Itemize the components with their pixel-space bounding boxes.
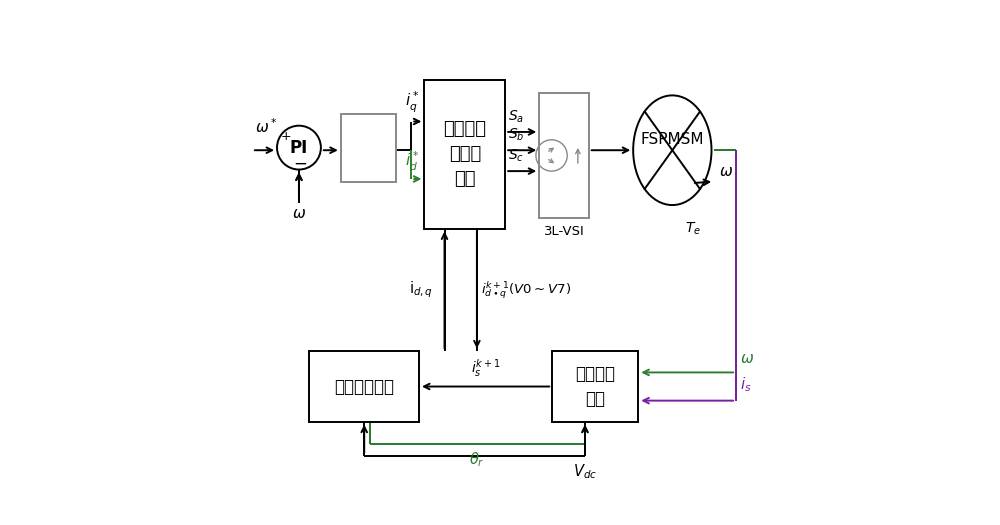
Bar [309, 351, 419, 422]
Text: $\omega$: $\omega$ [292, 206, 306, 221]
Text: $V_{dc}$: $V_{dc}$ [573, 462, 597, 481]
Text: $i_{d\bullet q}^{k+1}(V0\sim V7)$: $i_{d\bullet q}^{k+1}(V0\sim V7)$ [481, 279, 571, 301]
Text: +: + [280, 130, 291, 143]
Text: 坐标变换模块: 坐标变换模块 [334, 377, 394, 395]
Text: PI: PI [290, 139, 308, 156]
Bar [341, 114, 396, 182]
Text: FSPMSM: FSPMSM [641, 132, 704, 148]
Bar [552, 351, 638, 422]
Text: $S_c$: $S_c$ [508, 148, 524, 164]
Text: $i_s^{k+1}$: $i_s^{k+1}$ [471, 358, 501, 379]
Text: $S_b$: $S_b$ [508, 127, 524, 143]
Text: $\omega$: $\omega$ [719, 164, 733, 179]
Text: $\omega^*$: $\omega^*$ [255, 117, 277, 135]
Text: $S_a$: $S_a$ [508, 108, 524, 124]
Bar [424, 80, 505, 228]
Text: 成本函数
最小化
模块: 成本函数 最小化 模块 [443, 120, 486, 188]
Text: $i_q^*$: $i_q^*$ [405, 90, 419, 115]
Text: $i_d^*$: $i_d^*$ [405, 150, 419, 173]
Text: 电流预测
模块: 电流预测 模块 [575, 365, 615, 408]
Text: $\mathrm{i}_{d,q}$: $\mathrm{i}_{d,q}$ [409, 280, 433, 300]
Text: $\omega$: $\omega$ [740, 351, 754, 366]
Text: 3L-VSI: 3L-VSI [544, 225, 584, 238]
Text: $\theta_r$: $\theta_r$ [469, 450, 485, 469]
Text: $T_e$: $T_e$ [685, 220, 701, 237]
Text: −: − [293, 155, 307, 173]
Bar [539, 93, 589, 218]
Text: $i_s$: $i_s$ [740, 376, 752, 394]
